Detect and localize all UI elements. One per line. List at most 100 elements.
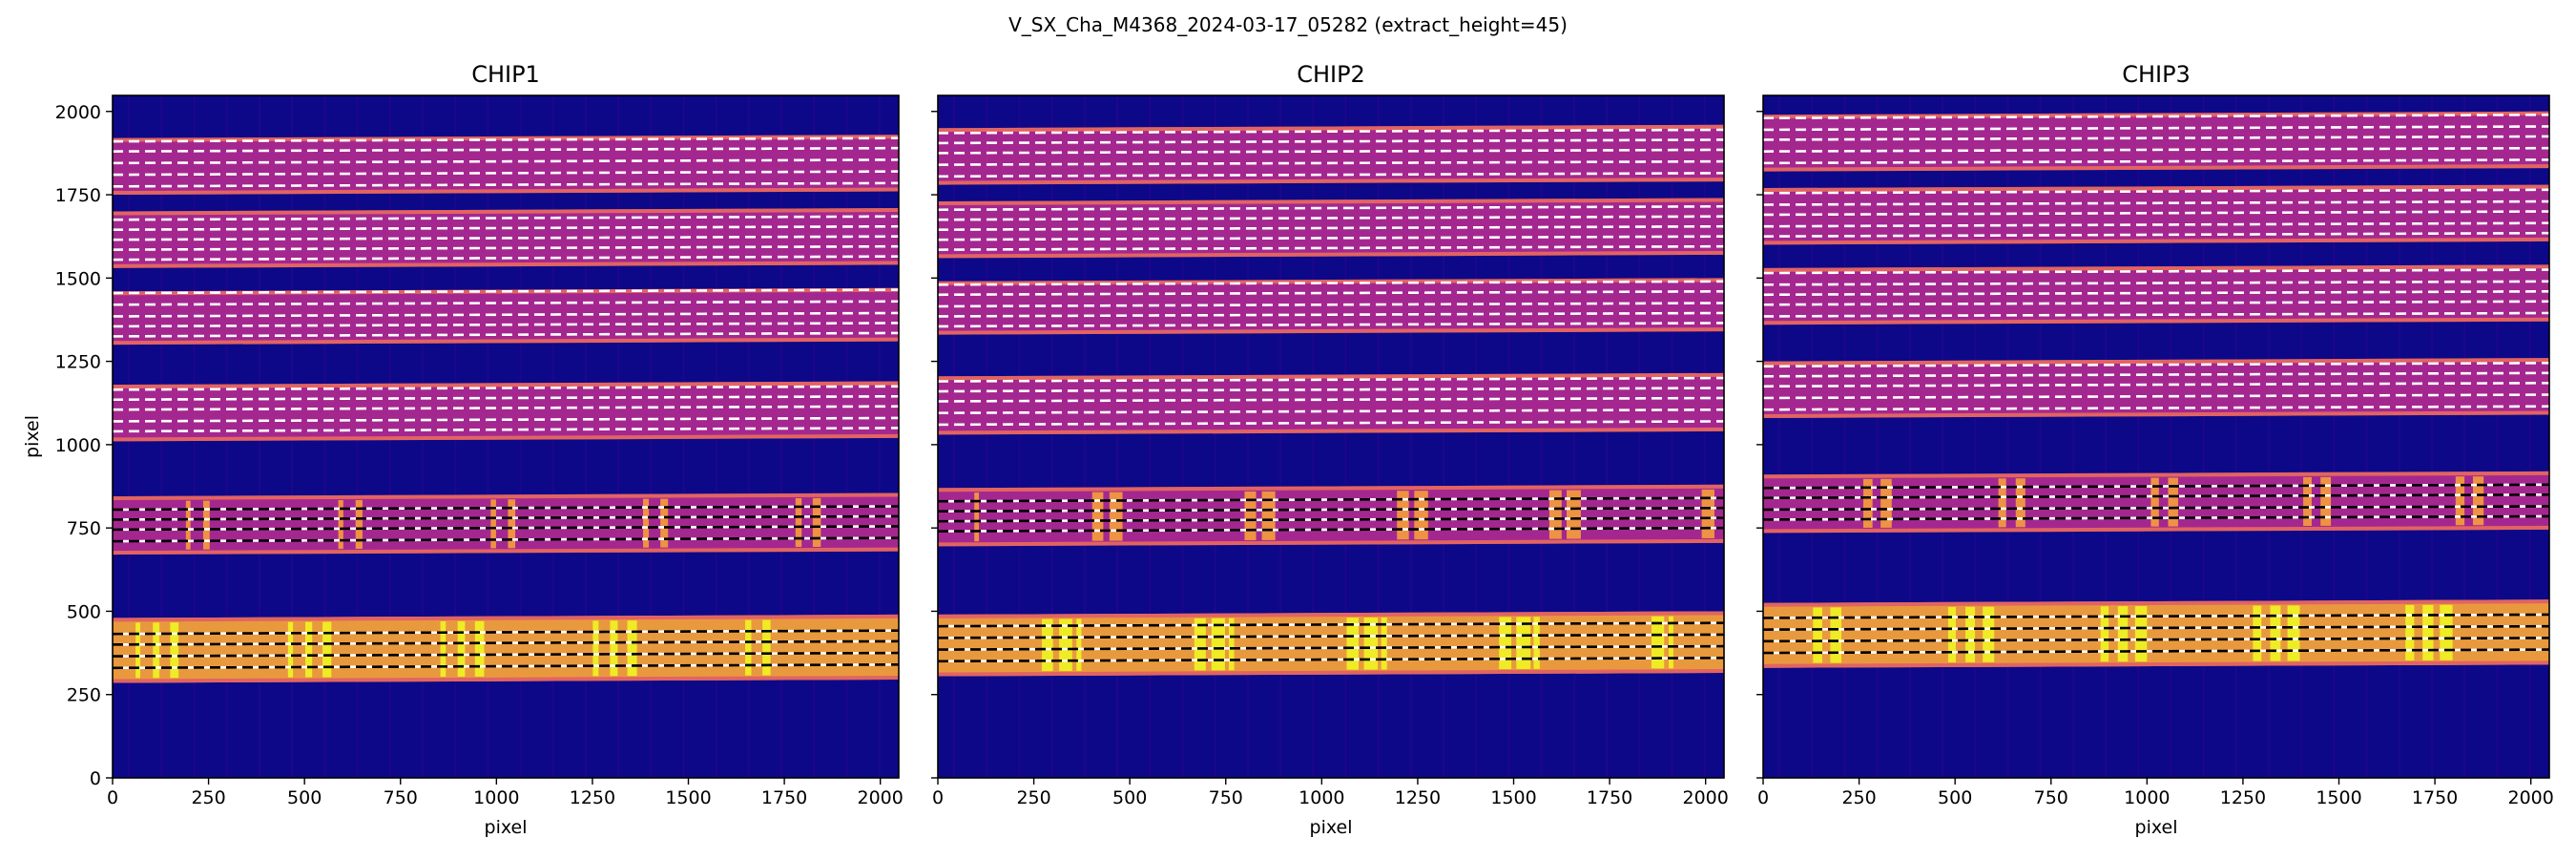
order-edge — [938, 484, 1724, 492]
order-edge — [1763, 237, 2549, 245]
trace-line — [938, 526, 1724, 533]
detector-column — [1149, 95, 1152, 778]
order-edge — [938, 538, 1724, 547]
detector-column — [1344, 95, 1347, 778]
trace-line — [113, 288, 899, 295]
trace-line — [938, 496, 1724, 503]
panel-title: CHIP2 — [1297, 61, 1365, 88]
spectral-feature — [812, 497, 821, 547]
order-edge — [938, 124, 1724, 133]
echelle-order — [113, 614, 899, 683]
order-edge — [938, 669, 1724, 677]
spectral-feature — [2320, 476, 2332, 526]
spectral-feature — [2168, 477, 2178, 527]
spectral-feature — [2253, 605, 2262, 661]
trace-line — [1763, 362, 2549, 368]
trace-line — [1763, 405, 2549, 411]
echelle-order — [113, 492, 899, 555]
trace-line — [938, 204, 1724, 212]
spectral-feature — [1947, 606, 1956, 662]
trace-line — [1763, 268, 2549, 275]
spectral-feature — [627, 620, 637, 677]
spectral-feature — [474, 620, 485, 677]
x-tick-label: 250 — [1841, 787, 1876, 808]
spectral-feature — [2440, 604, 2453, 660]
trace-line — [938, 128, 1724, 135]
x-tick-label: 0 — [1757, 787, 1769, 808]
spectral-feature — [2117, 606, 2129, 662]
spectral-feature — [170, 622, 179, 679]
trace-line — [938, 215, 1724, 221]
trace-line — [1763, 381, 2549, 388]
spectral-feature — [762, 619, 771, 676]
order-edge — [938, 611, 1724, 618]
detector-column — [2071, 95, 2074, 778]
detector-column — [2300, 95, 2303, 778]
y-tick-label: 750 — [67, 518, 101, 539]
trace-line — [938, 159, 1724, 166]
spectral-feature — [1042, 618, 1053, 672]
detector-column — [1908, 95, 1911, 778]
detector-column — [1050, 95, 1053, 778]
trace-line — [1763, 393, 2549, 400]
y-tick-label: 0 — [90, 768, 101, 789]
trace-line — [938, 172, 1724, 178]
spectral-feature — [2150, 477, 2159, 527]
spectral-feature — [1059, 618, 1072, 671]
order-edge — [938, 250, 1724, 259]
trace-line — [1763, 637, 2549, 643]
spectral-feature — [1983, 606, 1995, 662]
detector-image — [113, 95, 899, 778]
spectral-feature — [338, 499, 343, 550]
x-tick-label: 1250 — [1395, 787, 1441, 808]
x-tick-label: 500 — [1938, 787, 1972, 808]
order-edge — [1763, 184, 2549, 193]
order-edge — [113, 676, 899, 683]
trace-line — [1763, 199, 2549, 206]
chip-panel: CHIP3 0 250 500 750 1000 1250 1500 1750 2000 pixel — [1756, 61, 2554, 838]
axes-frame — [937, 94, 1725, 779]
spectral-feature — [135, 622, 140, 679]
detector-column — [986, 95, 988, 778]
x-axis-label: pixel — [1310, 817, 1353, 838]
trace-line — [113, 416, 899, 423]
trace-line — [113, 244, 899, 251]
spectral-feature — [1211, 618, 1225, 671]
spectral-feature — [2100, 606, 2109, 662]
spectral-feature — [2422, 604, 2434, 660]
spectral-feature — [1397, 491, 1409, 540]
order-edge — [113, 208, 899, 216]
spectral-feature — [2287, 605, 2300, 661]
detector-image — [938, 95, 1724, 778]
trace-line — [1763, 280, 2549, 286]
trace-line — [938, 387, 1724, 393]
x-tick-label: 1750 — [2412, 787, 2458, 808]
order-edge — [113, 337, 899, 346]
order-edge — [1763, 164, 2549, 172]
trace-line — [1763, 231, 2549, 238]
trace-line — [113, 255, 899, 262]
detector-column — [1540, 95, 1543, 778]
spectral-feature — [153, 622, 160, 679]
detector-column — [2528, 95, 2531, 778]
trace-line — [113, 394, 899, 402]
x-tick-label: 1000 — [473, 787, 519, 808]
detector-column — [1443, 95, 1445, 778]
order-edge — [1763, 471, 2549, 479]
spectral-feature — [508, 499, 516, 549]
trace-line — [113, 311, 899, 318]
x-tick-label: 500 — [287, 787, 322, 808]
detector-column — [1843, 95, 1846, 778]
spectral-feature — [2270, 605, 2281, 661]
x-tick-label: 1000 — [2124, 787, 2170, 808]
echelle-order — [938, 484, 1724, 547]
figure-suptitle: V_SX_Cha_M4368_2024-03-17_05282 (extract… — [1008, 13, 1568, 36]
trace-line — [1763, 648, 2549, 655]
y-tick-label: 1500 — [55, 268, 101, 289]
spectral-feature — [1701, 489, 1714, 538]
spectral-feature — [304, 621, 313, 678]
order-edge — [113, 187, 899, 196]
spectral-feature — [660, 498, 669, 548]
x-tick-label: 1250 — [2220, 787, 2266, 808]
detector-column — [1974, 95, 1977, 778]
